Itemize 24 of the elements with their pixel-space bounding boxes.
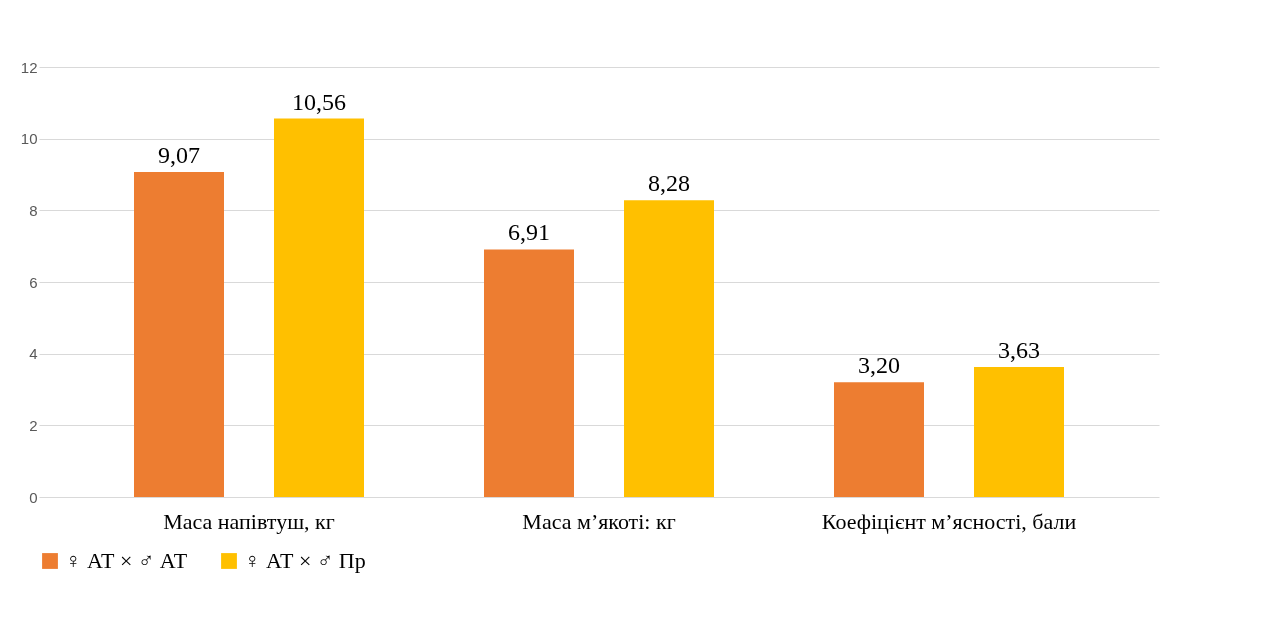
- bar: [484, 249, 574, 497]
- bar: [134, 171, 224, 497]
- bar: [834, 382, 924, 497]
- y-tick-label: 2: [29, 416, 38, 434]
- data-label: 10,56: [292, 88, 346, 115]
- bar: [624, 200, 714, 497]
- x-tick-label: Коефіцієнт м’ясності, бали: [821, 508, 1077, 534]
- y-tick-label: 10: [20, 130, 38, 148]
- data-label: 3,20: [858, 352, 900, 379]
- y-tick-label: 4: [29, 345, 38, 363]
- y-tick-label: 6: [29, 273, 38, 291]
- data-label: 3,63: [998, 336, 1040, 363]
- data-label: 8,28: [648, 170, 690, 197]
- bar: [974, 366, 1064, 497]
- data-label: 6,91: [508, 219, 550, 246]
- x-tick-label: Маса м’якоті: кг: [522, 508, 676, 534]
- x-tick-label: Маса напівтуш, кг: [163, 508, 335, 534]
- y-tick-label: 0: [29, 488, 38, 506]
- legend-label: ♀ АТ × ♂ Пр: [244, 548, 366, 573]
- y-tick-label: 8: [29, 201, 38, 219]
- data-label: 9,07: [158, 141, 200, 168]
- bar: [274, 118, 364, 497]
- legend-label: ♀ АТ × ♂ АТ: [65, 548, 188, 573]
- y-tick-label: 12: [20, 58, 38, 76]
